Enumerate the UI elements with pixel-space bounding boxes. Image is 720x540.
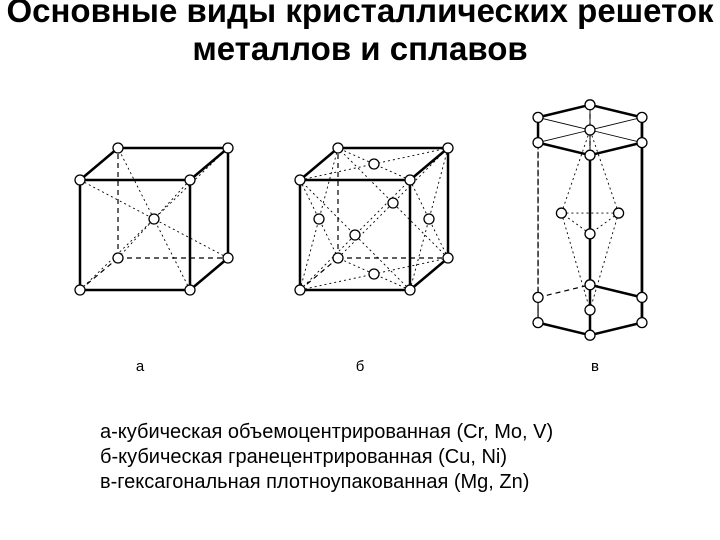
diagram-area: а б в <box>30 90 690 380</box>
caption-a: а-кубическая объемоцентрированная (Cr, M… <box>100 420 553 445</box>
captions: а-кубическая объемоцентрированная (Cr, M… <box>100 420 553 495</box>
sublabel-a: а <box>130 358 150 375</box>
sublabel-b: б <box>350 358 370 375</box>
lattice-diagrams-svg <box>30 90 690 400</box>
caption-b: б-кубическая гранецентрированная (Cu, Ni… <box>100 445 553 470</box>
sublabel-c: в <box>585 358 605 375</box>
caption-c: в-гексагональная плотноупакованная (Mg, … <box>100 470 553 495</box>
slide-title: Основные виды кристаллических решеток ме… <box>0 0 720 68</box>
slide: Основные виды кристаллических решеток ме… <box>0 0 720 540</box>
